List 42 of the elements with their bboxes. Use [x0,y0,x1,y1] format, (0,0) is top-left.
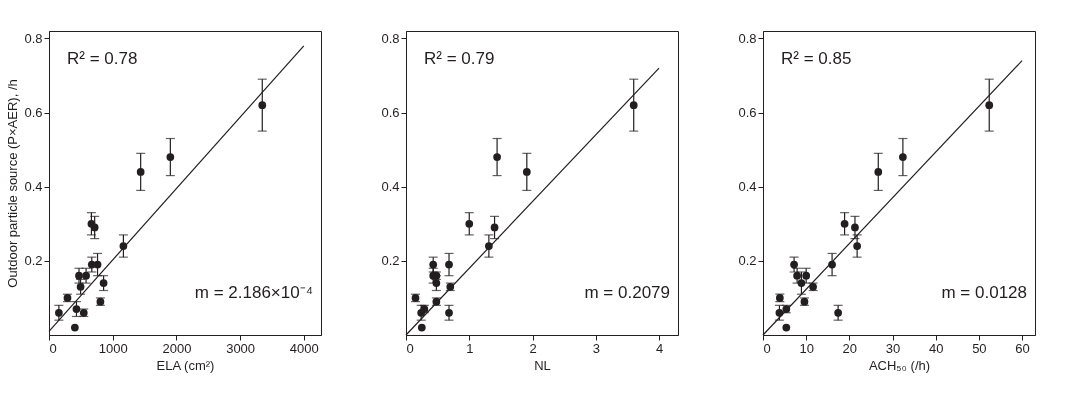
y-tick-label: 0.2 [738,253,757,269]
x-tick-label: 1000 [98,340,128,356]
x-tick-label: 4000 [289,340,319,356]
point [70,323,79,332]
x-tick-label: 50 [972,340,987,356]
x-tick-label: 1 [466,340,474,356]
annotation: m = 2.186×10⁻⁴ [194,283,313,302]
annotation: R² = 0.79 [424,49,495,68]
x-tick-label: 2 [529,340,537,356]
x-tick-label: 0 [406,340,414,356]
x-tick-label: 10 [799,340,814,356]
y-tick-label: 0.6 [24,105,43,121]
point [782,323,791,332]
annotation: m = 0.2079 [584,283,670,302]
y-tick-label: 0.6 [738,105,757,121]
x-axis-title: NL [534,357,551,373]
y-tick-label: 0.4 [24,179,43,195]
y-tick-label: 0.2 [381,253,400,269]
x-axis-title: ELA (cm²) [156,357,215,373]
x-tick-label: 40 [928,340,944,356]
annotation: m = 0.0128 [941,283,1027,302]
y-tick-label: 0.6 [381,105,400,121]
annotation: R² = 0.85 [781,49,852,68]
y-tick-label: 0.2 [24,253,43,269]
x-tick-label: 60 [1015,340,1030,356]
x-tick-label: 20 [842,340,858,356]
y-tick-label: 0.8 [738,30,757,46]
x-tick-label: 4 [655,340,664,356]
x-axis-title: ACH₅₀ (/h) [868,357,931,373]
x-tick-label: 3000 [226,340,256,356]
annotation: R² = 0.78 [67,49,138,68]
x-tick-label: 0 [763,340,771,356]
x-tick-label: 0 [49,340,57,356]
y-tick-label: 0.4 [738,179,757,195]
y-axis-title: Outdoor particle source (P×AER), /h [5,79,21,288]
x-tick-label: 3 [592,340,600,356]
x-tick-label: 30 [885,340,901,356]
y-tick-label: 0.8 [381,30,400,46]
x-tick-label: 2000 [162,340,192,356]
point [417,323,426,332]
y-tick-label: 0.8 [24,30,43,46]
y-tick-label: 0.4 [381,179,400,195]
